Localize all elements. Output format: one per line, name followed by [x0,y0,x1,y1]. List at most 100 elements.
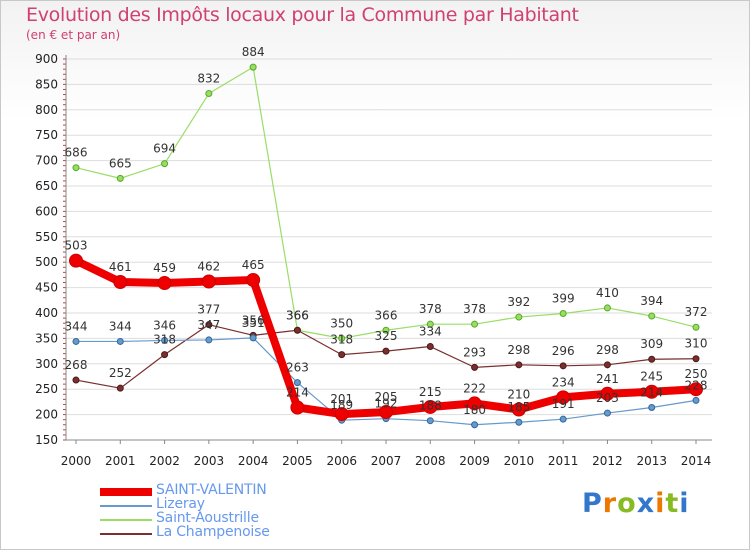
data-point-saint-valentin [157,276,172,291]
data-point-la-champenoise [293,326,301,334]
data-label-lizeray: 192 [375,397,398,411]
data-point-saint-valentin [689,382,703,397]
y-tick-label: 700 [35,154,58,168]
y-tick-label: 250 [35,382,58,396]
data-label-la-champenoise: 356 [242,313,265,327]
data-point-lizeray [515,418,523,426]
data-point-saint-aoustrille [161,160,169,168]
data-point-lizeray [293,379,301,387]
data-label-lizeray: 191 [552,397,575,411]
legend-swatch-lizeray [100,505,152,507]
data-point-saint-valentin [290,400,305,415]
data-label-saint-aoustrille: 399 [552,292,575,306]
x-tick-label: 2008 [415,454,446,468]
data-point-saint-aoustrille [603,304,611,312]
data-point-saint-valentin [113,275,128,290]
data-label-saint-valentin: 241 [596,372,619,386]
data-point-lizeray [471,421,479,429]
x-tick-label: 2000 [61,454,92,468]
y-tick-label: 600 [35,204,58,218]
data-label-saint-valentin: 215 [419,385,442,399]
y-tick-label: 350 [35,331,58,345]
data-point-saint-valentin [423,399,438,414]
data-point-saint-aoustrille [382,326,390,334]
data-point-lizeray [559,415,567,423]
data-point-saint-valentin [246,272,261,287]
data-point-la-champenoise [603,361,611,369]
data-point-saint-aoustrille [471,320,479,328]
data-point-saint-aoustrille [249,63,257,71]
data-label-saint-aoustrille: 694 [153,142,176,156]
data-label-la-champenoise: 310 [685,337,708,351]
y-tick-label: 200 [35,408,58,422]
data-point-lizeray [426,417,434,425]
x-tick-label: 2010 [504,454,535,468]
data-label-saint-aoustrille: 378 [463,302,486,316]
y-tick-label: 550 [35,230,58,244]
legend-label-saint-valentin: SAINT-VALENTIN [156,482,267,498]
y-tick-label: 450 [35,281,58,295]
data-label-lizeray: 347 [197,318,220,332]
logo-letter: P [582,488,603,519]
chart-subtitle: (en € et par an) [26,28,121,42]
x-tick-label: 2006 [326,454,357,468]
legend-label-la-champenoise: La Champenoise [156,524,270,540]
data-point-la-champenoise [382,347,390,355]
data-point-la-champenoise [72,376,80,384]
data-point-saint-valentin [644,384,659,399]
data-label-lizeray: 344 [109,319,132,333]
data-point-saint-aoustrille [648,312,656,320]
data-label-saint-aoustrille: 366 [375,308,398,322]
legend-swatch-saint-valentin [100,488,152,496]
logo-letter: t [665,488,680,519]
logo-letter: i [679,488,690,519]
legend-swatch-la-champenoise [100,533,152,535]
logo-letter: x [636,488,656,519]
proxiti-logo: Proxiti [582,488,690,519]
data-label-lizeray: 203 [596,391,619,405]
data-point-saint-aoustrille [72,164,80,172]
data-point-la-champenoise [692,355,700,363]
logo-letter: r [602,488,618,519]
data-label-lizeray: 263 [286,361,309,375]
data-point-saint-valentin [600,386,615,401]
logo-letter: o [617,488,637,519]
data-label-saint-valentin: 205 [375,390,398,404]
chart-title: Evolution des Impôts locaux pour la Comm… [26,4,579,26]
data-label-saint-aoustrille: 366 [286,308,309,322]
data-label-saint-valentin: 250 [685,367,708,381]
x-tick-label: 2011 [548,454,579,468]
x-tick-label: 2009 [459,454,490,468]
data-label-lizeray: 351 [242,316,265,330]
data-label-la-champenoise: 296 [552,344,575,358]
data-label-saint-valentin: 222 [463,381,486,395]
data-label-saint-aoustrille: 410 [596,286,619,300]
data-label-saint-valentin: 465 [242,258,265,272]
y-tick-label: 850 [35,77,58,91]
data-label-la-champenoise: 334 [419,325,442,339]
data-label-saint-valentin: 201 [330,392,353,406]
data-label-saint-valentin: 503 [65,239,88,253]
data-label-lizeray: 344 [65,319,88,333]
data-label-saint-valentin: 461 [109,260,132,274]
data-label-la-champenoise: 377 [197,303,220,317]
data-point-saint-valentin [511,402,526,417]
data-label-la-champenoise: 318 [153,333,176,347]
data-label-lizeray: 188 [419,399,442,413]
data-label-saint-valentin: 214 [286,385,309,399]
data-point-la-champenoise [471,363,479,371]
data-point-lizeray [205,336,213,344]
data-label-saint-aoustrille: 394 [640,294,663,308]
data-label-lizeray: 346 [153,318,176,332]
data-label-la-champenoise: 252 [109,366,132,380]
data-point-saint-aoustrille [559,310,567,318]
data-label-saint-aoustrille: 392 [507,295,530,309]
data-point-saint-aoustrille [515,313,523,321]
data-label-saint-aoustrille: 665 [109,156,132,170]
y-tick-label: 650 [35,179,58,193]
data-point-lizeray [692,396,700,404]
data-point-lizeray [116,337,124,345]
data-label-la-champenoise: 293 [463,345,486,359]
